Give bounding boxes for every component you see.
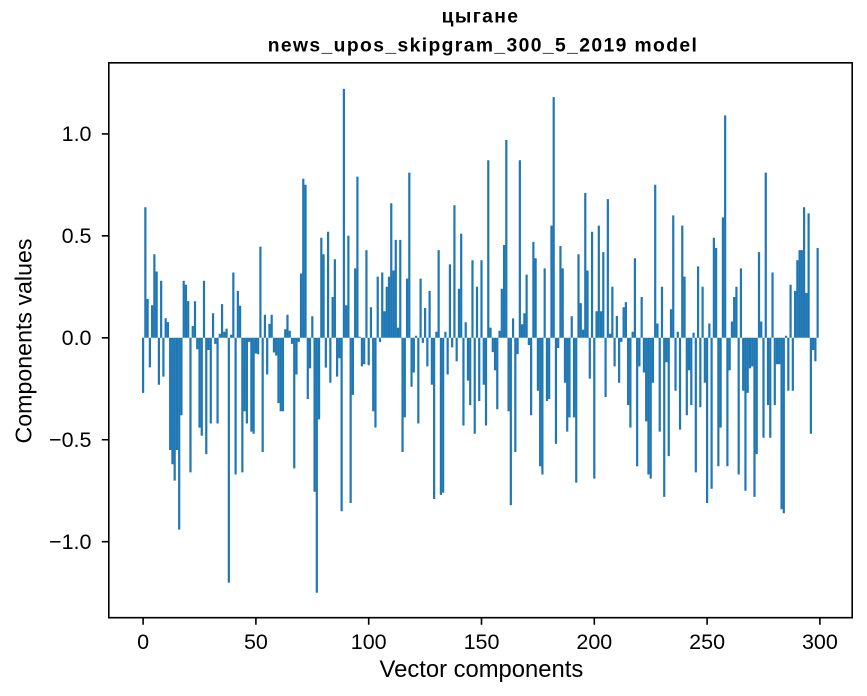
svg-text:100: 100 xyxy=(351,630,387,654)
svg-text:−1.0: −1.0 xyxy=(49,530,91,554)
svg-text:300: 300 xyxy=(802,630,838,654)
svg-text:0: 0 xyxy=(137,630,149,654)
svg-text:200: 200 xyxy=(576,630,612,654)
svg-text:250: 250 xyxy=(689,630,725,654)
svg-text:50: 50 xyxy=(244,630,268,654)
svg-text:0.0: 0.0 xyxy=(62,326,92,350)
svg-text:−0.5: −0.5 xyxy=(49,428,91,452)
svg-text:1.0: 1.0 xyxy=(62,122,92,146)
svg-text:150: 150 xyxy=(464,630,500,654)
svg-text:news_upos_skipgram_300_5_2019: news_upos_skipgram_300_5_2019 model xyxy=(268,36,699,57)
svg-text:0.5: 0.5 xyxy=(62,224,92,248)
svg-text:цыгане: цыгане xyxy=(442,7,520,28)
svg-text:Vector components: Vector components xyxy=(380,656,584,683)
svg-text:Components values: Components values xyxy=(11,239,37,444)
